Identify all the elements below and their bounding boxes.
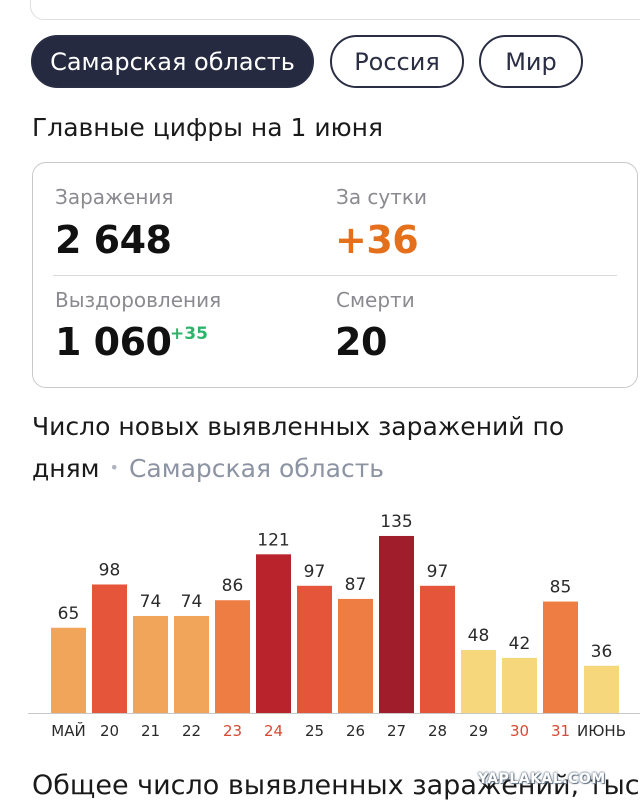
bar-20 bbox=[92, 584, 127, 713]
x-tick-label: 26 bbox=[346, 722, 365, 740]
bar-29 bbox=[461, 650, 496, 713]
bar-value-label: 65 bbox=[58, 604, 80, 624]
bar-22 bbox=[174, 615, 209, 713]
chart-region-link[interactable]: Самарская область bbox=[128, 454, 384, 483]
recovered-value: 1 060 bbox=[55, 320, 172, 364]
tab-world[interactable]: Мир bbox=[479, 35, 583, 88]
bar-27 bbox=[379, 535, 414, 713]
chart-title-line2: дням • Самарская область bbox=[32, 454, 384, 483]
bar-value-label: 87 bbox=[345, 575, 367, 595]
daily-infections-chart: 65 МАЙ 98 20 74 21 74 22 86 23 121 24 97 25 87 26 135 27 9… bbox=[28, 512, 640, 740]
x-tick-label: 27 bbox=[387, 722, 406, 740]
x-tick-label: ИЮНЬ bbox=[577, 722, 626, 740]
bar-value-label: 97 bbox=[427, 562, 449, 582]
bar-26 bbox=[338, 598, 373, 713]
x-tick-label: 21 bbox=[141, 722, 160, 740]
bar-28 bbox=[420, 585, 455, 713]
chart-title-line1: Число новых выявленных заражений по bbox=[32, 412, 565, 441]
bar-24 bbox=[256, 554, 291, 713]
x-tick-label: 29 bbox=[469, 722, 488, 740]
x-tick-label: МАЙ bbox=[51, 721, 85, 740]
chart-title-days: дням bbox=[32, 454, 100, 483]
bar-value-label: 42 bbox=[509, 634, 531, 654]
x-tick-label: 30 bbox=[510, 722, 529, 740]
infections-label: Заражения bbox=[55, 185, 174, 209]
recovered-label: Выздоровления bbox=[55, 288, 222, 312]
x-tick-label: 31 bbox=[551, 722, 570, 740]
bar-value-label: 74 bbox=[140, 592, 162, 612]
card-divider bbox=[53, 275, 617, 276]
bar-21 bbox=[133, 615, 168, 713]
deaths-value: 20 bbox=[335, 320, 387, 364]
infections-value: 2 648 bbox=[55, 218, 172, 262]
main-title: Главные цифры на 1 июня bbox=[32, 113, 384, 142]
bar-value-label: 98 bbox=[99, 560, 121, 580]
x-tick-label: 20 bbox=[100, 722, 119, 740]
per-day-value: +36 bbox=[335, 218, 419, 262]
watermark: YAPLAKAL.COM bbox=[478, 771, 606, 787]
bar-25 bbox=[297, 585, 332, 713]
x-tick-label: 24 bbox=[264, 722, 283, 740]
bar-value-label: 135 bbox=[380, 512, 412, 532]
bar-value-label: 97 bbox=[304, 562, 326, 582]
deaths-label: Смерти bbox=[336, 288, 415, 312]
previous-card-edge bbox=[30, 0, 640, 20]
x-tick-label: 23 bbox=[223, 722, 242, 740]
recovered-delta: +35 bbox=[170, 324, 208, 344]
bar-value-label: 85 bbox=[550, 578, 572, 598]
x-tick-label: 22 bbox=[182, 722, 201, 740]
per-day-label: За сутки bbox=[336, 185, 427, 209]
bar-МАЙ bbox=[51, 627, 86, 713]
total-infections-title: Общее число выявленных заражений, тыс. bbox=[32, 770, 640, 801]
separator-dot: • bbox=[109, 458, 119, 477]
bar-23 bbox=[215, 600, 250, 713]
stats-card: Заражения 2 648 За сутки +36 Выздоровлен… bbox=[32, 162, 638, 388]
bar-30 bbox=[502, 657, 537, 713]
tab-russia[interactable]: Россия bbox=[330, 35, 464, 88]
bar-ИЮНЬ bbox=[584, 665, 619, 713]
bar-value-label: 86 bbox=[222, 576, 244, 596]
bar-value-label: 121 bbox=[257, 530, 289, 550]
x-tick-label: 28 bbox=[428, 722, 447, 740]
x-tick-label: 25 bbox=[305, 722, 324, 740]
bar-value-label: 36 bbox=[591, 642, 613, 662]
tab-samara-region[interactable]: Самарская область bbox=[31, 35, 314, 88]
bar-value-label: 48 bbox=[468, 626, 490, 646]
bar-value-label: 74 bbox=[181, 592, 203, 612]
bar-31 bbox=[543, 601, 578, 713]
